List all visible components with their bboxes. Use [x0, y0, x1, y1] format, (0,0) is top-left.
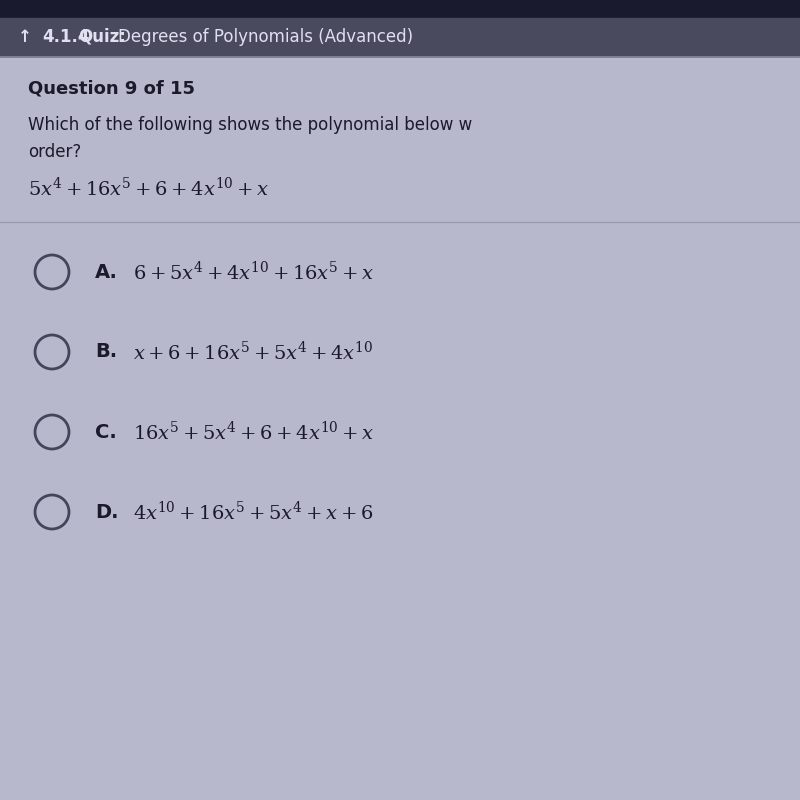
- Text: B.: B.: [95, 342, 117, 362]
- Bar: [0, 0, 800, 18]
- Text: Question 9 of 15: Question 9 of 15: [28, 79, 195, 97]
- Text: A.: A.: [95, 262, 118, 282]
- Text: $5x^{4} + 16x^{5} + 6 + 4x^{10} + x$: $5x^{4} + 16x^{5} + 6 + 4x^{10} + x$: [28, 176, 270, 200]
- Text: $6 + 5x^{4} + 4x^{10} + 16x^{5} + x$: $6 + 5x^{4} + 4x^{10} + 16x^{5} + x$: [133, 261, 374, 284]
- Text: Quiz:: Quiz:: [78, 27, 126, 46]
- Text: Which of the following shows the polynomial below w: Which of the following shows the polynom…: [28, 116, 472, 134]
- Text: ↑: ↑: [18, 27, 32, 46]
- Text: Degrees of Polynomials (Advanced): Degrees of Polynomials (Advanced): [118, 27, 413, 46]
- Text: $x + 6 + 16x^{5} + 5x^{4} + 4x^{10}$: $x + 6 + 16x^{5} + 5x^{4} + 4x^{10}$: [133, 340, 374, 363]
- Text: $16x^{5} + 5x^{4} + 6 + 4x^{10} + x$: $16x^{5} + 5x^{4} + 6 + 4x^{10} + x$: [133, 421, 374, 443]
- Text: $4x^{10} + 16x^{5} + 5x^{4} + x + 6$: $4x^{10} + 16x^{5} + 5x^{4} + x + 6$: [133, 501, 374, 524]
- Text: 4.1.4: 4.1.4: [42, 27, 90, 46]
- Text: C.: C.: [95, 422, 117, 442]
- Text: D.: D.: [95, 502, 118, 522]
- Text: order?: order?: [28, 143, 82, 161]
- Bar: [0, 18, 800, 55]
